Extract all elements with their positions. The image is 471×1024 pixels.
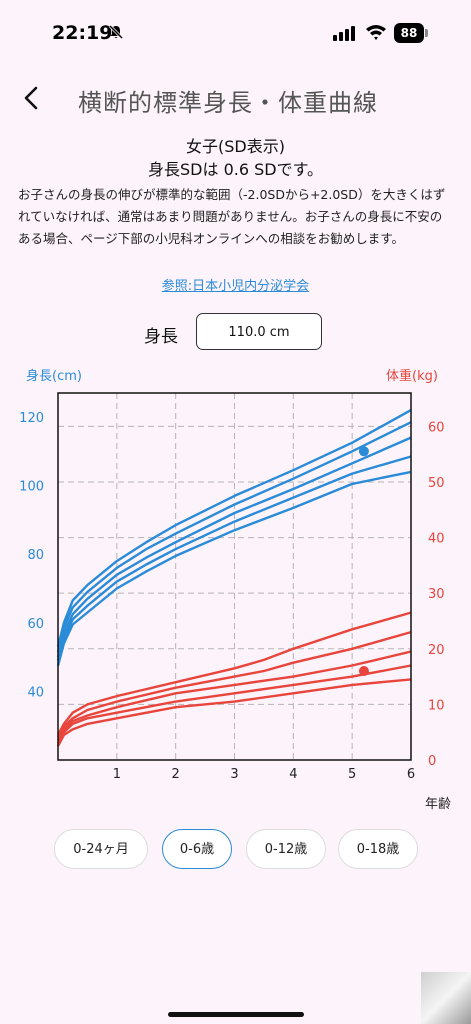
y-right-tick-label: 50 [428, 476, 445, 491]
status-bar: 22:19 88 [0, 0, 471, 70]
age-range-0-18-years-button[interactable]: 0-18歳 [338, 829, 418, 869]
signal-icon [333, 26, 355, 41]
home-indicator [168, 1012, 304, 1017]
y-right-tick-label: 30 [428, 587, 445, 602]
height-curves [56, 409, 412, 667]
y-right-tick-label: 10 [428, 698, 445, 713]
x-tick-label: 1 [113, 767, 121, 782]
plot-frame [57, 392, 412, 761]
y-right-tick-label: 20 [428, 643, 445, 658]
description-text: お子さんの身長の伸びが標準的な範囲（-2.0SDから+2.0SD）を大きくはずれ… [18, 187, 446, 246]
floating-thumbnail[interactable] [421, 972, 471, 1024]
y-left-tick-label: 120 [19, 411, 44, 426]
chart-subtitle: 女子(SD表示) [186, 137, 285, 156]
height-sd-curve [56, 409, 412, 648]
x-axis-title: 年齢 [425, 797, 451, 812]
y-left-tick-label: 40 [27, 685, 44, 700]
wifi-icon [366, 25, 386, 40]
chart-points [358, 446, 369, 677]
bell-muted-icon [108, 24, 124, 40]
x-tick-label: 4 [289, 767, 297, 782]
weight-sd-curve [56, 650, 412, 742]
y-left-tick-label: 60 [27, 617, 44, 632]
y-right-tick-label: 0 [428, 754, 436, 769]
y-left-axis-title: 身長(cm) [26, 369, 82, 384]
y-right-tick-label: 40 [428, 532, 445, 547]
status-time: 22:19 [52, 22, 113, 44]
height-sd-text: 身長SDは 0.6 SDです。 [148, 160, 323, 179]
y-left-tick-label: 80 [27, 548, 44, 563]
height-sd-curve [56, 436, 412, 658]
age-range-0-12-years-button[interactable]: 0-12歳 [246, 829, 326, 869]
x-tick-label: 3 [230, 767, 238, 782]
age-range-0-6-years-button[interactable]: 0-6歳 [162, 829, 232, 869]
weight-sd-curve [56, 611, 412, 736]
x-tick-label: 2 [172, 767, 180, 782]
page-title: 横断的標準身長・体重曲線 [78, 89, 378, 117]
weight-curves [56, 611, 412, 747]
x-tick-label: 5 [348, 767, 356, 782]
height-label: 身長 [144, 327, 178, 347]
age-range-0-24-months-button[interactable]: 0-24ヶ月 [54, 829, 148, 869]
height-sd-curve [56, 455, 412, 661]
height-data-point [358, 446, 369, 457]
weight-sd-curve [56, 630, 412, 739]
reference-link[interactable]: 参照:日本小児内分泌学会 [161, 279, 310, 294]
chart-ticks: 1 2 3 4 5 60 10 20 30 40 50 60 40 60 80 100 120 [19, 411, 444, 782]
height-sd-curve [56, 470, 412, 667]
back-chevron-icon[interactable] [14, 80, 50, 116]
battery-tip [425, 29, 428, 37]
height-input[interactable]: 110.0 cm [196, 313, 322, 350]
y-right-axis-title: 体重(kg) [386, 369, 438, 384]
height-sd-curve [56, 421, 412, 653]
x-tick-label: 6 [407, 767, 415, 782]
weight-sd-curve [56, 678, 412, 747]
weight-sd-curve [56, 664, 412, 744]
y-right-tick-label: 60 [428, 420, 445, 435]
weight-data-point [358, 666, 369, 677]
battery-indicator: 88 [394, 23, 424, 43]
growth-chart: 1 2 3 4 5 60 10 20 30 40 50 60 40 60 80 100 120 年齢 [19, 392, 451, 812]
y-left-tick-label: 100 [19, 480, 44, 495]
